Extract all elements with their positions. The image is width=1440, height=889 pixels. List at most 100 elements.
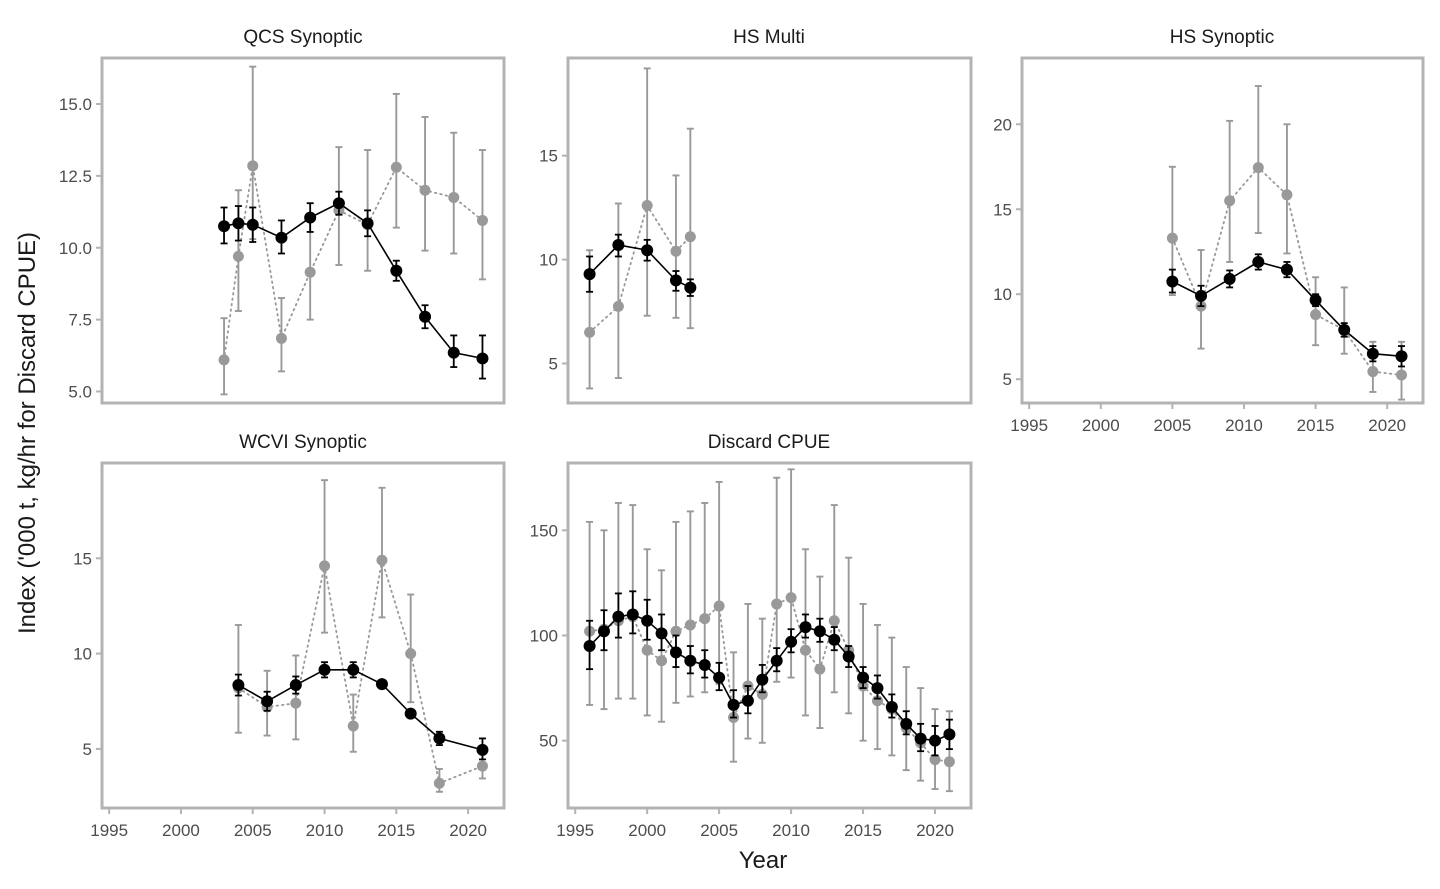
model-point bbox=[232, 217, 245, 230]
x-tick-label: 1995 bbox=[90, 821, 128, 840]
observed-point bbox=[799, 644, 811, 656]
model-point bbox=[741, 694, 754, 707]
model-point bbox=[583, 268, 596, 281]
model-point bbox=[813, 625, 826, 638]
y-tick-label: 10.0 bbox=[59, 239, 92, 258]
model-point bbox=[885, 701, 898, 714]
x-tick-label: 2010 bbox=[772, 821, 810, 840]
observed-point bbox=[1281, 189, 1293, 201]
observed-point bbox=[641, 200, 653, 212]
x-tick-label: 2020 bbox=[916, 821, 954, 840]
panel-discard-cpue: Discard CPUE 50 100 150 1995 2000 2005 2010 20… bbox=[530, 432, 973, 840]
plot-area bbox=[583, 468, 956, 793]
observed-point bbox=[275, 332, 287, 344]
observed-point bbox=[1367, 366, 1379, 378]
model-point bbox=[1223, 272, 1236, 285]
y-tick-label: 10 bbox=[993, 285, 1012, 304]
y-tick-label: 5.0 bbox=[68, 383, 92, 402]
observed-point bbox=[347, 720, 359, 732]
observed-point bbox=[319, 560, 331, 572]
model-point bbox=[1366, 347, 1379, 360]
model-point bbox=[799, 621, 812, 634]
x-tick-label: 1995 bbox=[1010, 416, 1048, 435]
observed-point bbox=[929, 754, 941, 766]
observed-point bbox=[476, 214, 488, 226]
model-point bbox=[332, 197, 345, 210]
panel-title: HS Multi bbox=[733, 27, 805, 48]
panel-qcs-synoptic: QCS Synoptic 5.0 7.5 10.0 12.5 15.0 bbox=[59, 27, 506, 405]
observed-point bbox=[448, 191, 460, 203]
model-point bbox=[246, 218, 259, 231]
model-point bbox=[698, 658, 711, 671]
model-point bbox=[390, 264, 403, 277]
x-tick-label: 2020 bbox=[449, 821, 487, 840]
x-axis: 1995 2000 2005 2010 2015 2020 bbox=[1010, 404, 1406, 435]
y-tick-label: 15.0 bbox=[59, 95, 92, 114]
x-tick-label: 2015 bbox=[844, 821, 882, 840]
panel-frame bbox=[100, 56, 506, 405]
model-point bbox=[684, 281, 697, 294]
observed-point bbox=[814, 663, 826, 675]
panel-title: HS Synoptic bbox=[1170, 27, 1275, 48]
observed-point bbox=[1396, 369, 1408, 381]
model-point bbox=[1280, 263, 1293, 276]
model-point bbox=[433, 732, 446, 745]
y-axis: 50 100 150 bbox=[530, 521, 567, 751]
observed-point bbox=[584, 326, 596, 338]
model-point bbox=[583, 640, 596, 653]
observed-point bbox=[1224, 195, 1236, 207]
observed-point bbox=[376, 554, 388, 566]
observed-point bbox=[290, 697, 302, 709]
x-axis-label: Year bbox=[739, 847, 788, 874]
observed-point bbox=[670, 245, 682, 257]
model-point bbox=[785, 635, 798, 648]
model-point bbox=[232, 679, 245, 692]
model-point bbox=[612, 239, 625, 252]
observed-point bbox=[304, 266, 316, 278]
observed-point bbox=[656, 655, 668, 667]
observed-point bbox=[218, 354, 230, 366]
x-tick-label: 2000 bbox=[162, 821, 200, 840]
panel-title: Discard CPUE bbox=[708, 432, 830, 453]
y-tick-label: 12.5 bbox=[59, 167, 92, 186]
x-tick-label: 2005 bbox=[1153, 416, 1191, 435]
y-tick-label: 5 bbox=[1003, 370, 1012, 389]
model-point bbox=[641, 244, 654, 257]
observed-point bbox=[713, 600, 725, 612]
observed-point bbox=[1310, 309, 1322, 321]
model-point bbox=[756, 673, 769, 686]
y-tick-label: 20 bbox=[993, 115, 1012, 134]
plot-area bbox=[232, 479, 489, 793]
model-point bbox=[612, 610, 625, 623]
model-point bbox=[275, 231, 288, 244]
y-tick-label: 100 bbox=[530, 627, 558, 646]
x-tick-label: 2020 bbox=[1368, 416, 1406, 435]
model-point bbox=[713, 671, 726, 684]
y-axis: 5.0 7.5 10.0 12.5 15.0 bbox=[59, 95, 101, 402]
y-tick-label: 15 bbox=[73, 549, 92, 568]
observed-point bbox=[684, 231, 696, 243]
observed-point bbox=[612, 300, 624, 312]
panel-title: QCS Synoptic bbox=[243, 27, 362, 48]
model-point bbox=[770, 654, 783, 667]
panel-frame bbox=[100, 461, 506, 810]
model-series-line bbox=[589, 613, 950, 742]
model-point bbox=[476, 743, 489, 756]
y-tick-label: 50 bbox=[539, 732, 558, 751]
model-point bbox=[404, 707, 417, 720]
panel-hs-synoptic: HS Synoptic 5 10 15 20 1995 2000 2005 2010 2015… bbox=[993, 27, 1425, 435]
observed-point bbox=[699, 613, 711, 625]
plot-area bbox=[583, 67, 697, 390]
model-point bbox=[943, 728, 956, 741]
y-tick-label: 5 bbox=[549, 355, 558, 374]
observed-point bbox=[771, 598, 783, 610]
model-point bbox=[842, 650, 855, 663]
observed-series-line bbox=[223, 165, 484, 361]
x-tick-label: 1995 bbox=[556, 821, 594, 840]
panel-frame bbox=[566, 56, 973, 405]
model-point bbox=[361, 217, 374, 230]
observed-point bbox=[785, 592, 797, 604]
panel-hs-multi: HS Multi 5 10 15 bbox=[539, 27, 973, 405]
model-point bbox=[914, 732, 927, 745]
panel-frame bbox=[1020, 56, 1425, 405]
